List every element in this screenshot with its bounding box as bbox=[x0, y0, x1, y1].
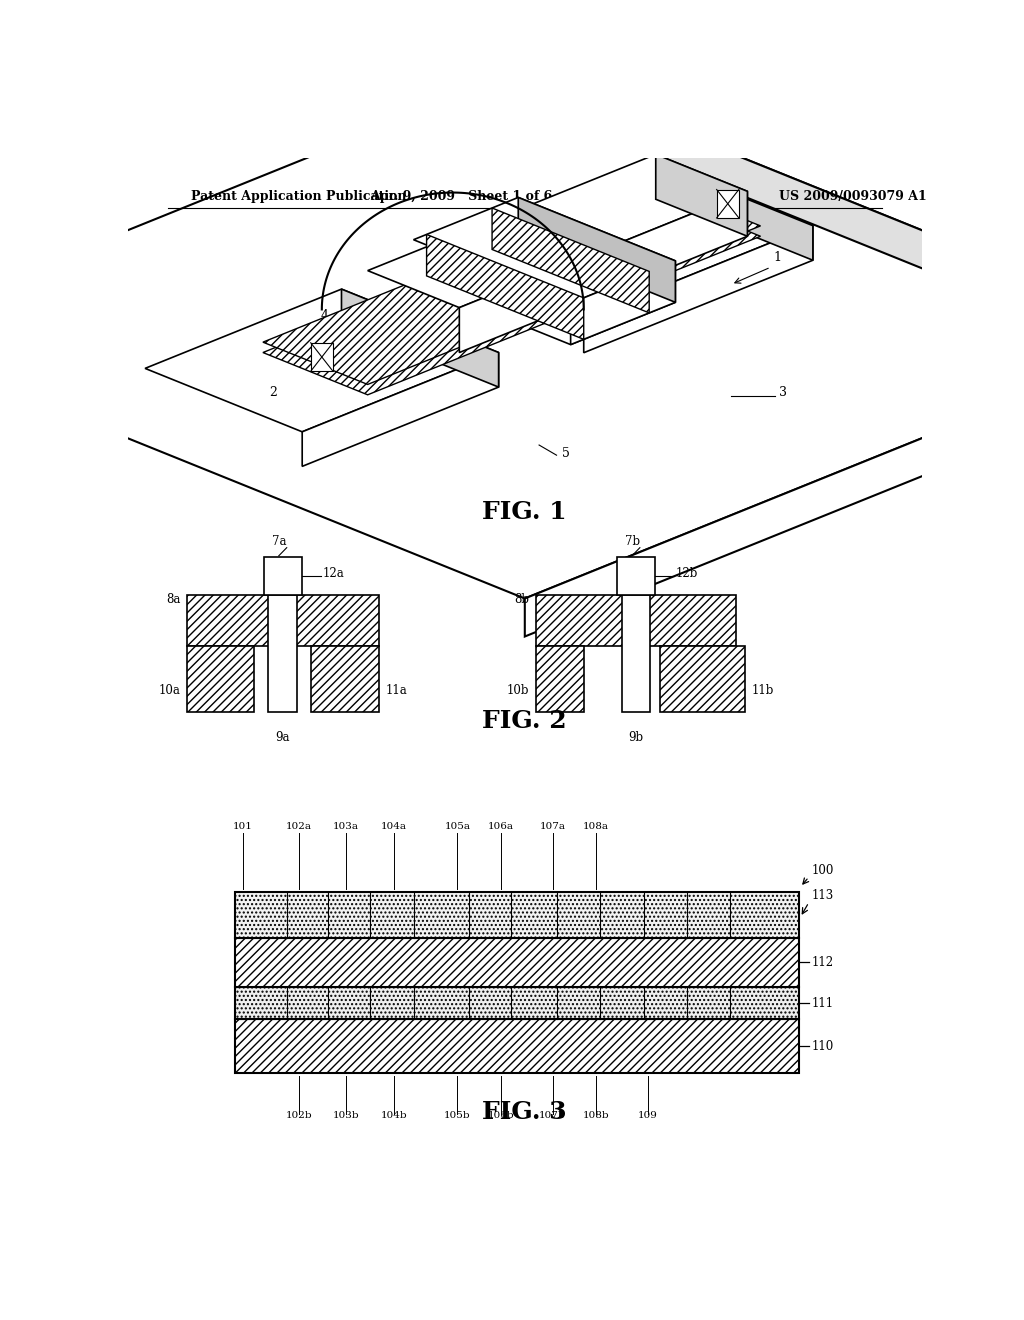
Text: 9b: 9b bbox=[629, 731, 643, 743]
Polygon shape bbox=[512, 154, 748, 249]
Polygon shape bbox=[427, 162, 813, 318]
Polygon shape bbox=[603, 191, 748, 294]
Polygon shape bbox=[524, 70, 1024, 372]
Text: 5: 5 bbox=[562, 447, 570, 461]
Text: 103b: 103b bbox=[333, 1111, 359, 1119]
Polygon shape bbox=[414, 239, 676, 345]
Text: 2: 2 bbox=[269, 387, 278, 399]
Text: FIG. 3: FIG. 3 bbox=[482, 1100, 567, 1123]
Text: 10a: 10a bbox=[159, 684, 180, 697]
Text: 111: 111 bbox=[812, 997, 835, 1010]
Bar bbox=[186, 595, 379, 647]
Polygon shape bbox=[655, 162, 813, 260]
Bar bbox=[310, 343, 333, 371]
Text: 3: 3 bbox=[778, 387, 786, 399]
Bar bbox=[236, 939, 799, 987]
Text: 112: 112 bbox=[812, 956, 835, 969]
Text: 105a: 105a bbox=[444, 822, 470, 832]
Polygon shape bbox=[368, 218, 590, 308]
Text: 1: 1 bbox=[773, 251, 781, 264]
Polygon shape bbox=[414, 198, 676, 304]
Polygon shape bbox=[341, 289, 499, 387]
Bar bbox=[264, 557, 302, 595]
Polygon shape bbox=[493, 209, 649, 313]
Polygon shape bbox=[524, 334, 1024, 636]
Polygon shape bbox=[460, 255, 590, 352]
Text: 11b: 11b bbox=[752, 684, 774, 697]
Text: 12a: 12a bbox=[323, 568, 344, 581]
Text: 106a: 106a bbox=[488, 822, 514, 832]
Text: 104a: 104a bbox=[381, 822, 407, 832]
Text: 108b: 108b bbox=[583, 1111, 609, 1119]
Bar bbox=[236, 987, 799, 1019]
Text: FIG. 2: FIG. 2 bbox=[482, 709, 567, 733]
Text: 106b: 106b bbox=[487, 1111, 514, 1119]
Text: 108a: 108a bbox=[584, 822, 609, 832]
Polygon shape bbox=[655, 154, 748, 236]
Text: 7a: 7a bbox=[272, 535, 287, 548]
Text: 8a: 8a bbox=[166, 593, 180, 606]
Text: 107a: 107a bbox=[540, 822, 565, 832]
Text: 102b: 102b bbox=[286, 1111, 312, 1119]
Bar bbox=[536, 595, 736, 647]
Polygon shape bbox=[263, 263, 564, 384]
Text: 105b: 105b bbox=[444, 1111, 471, 1119]
Bar bbox=[236, 1019, 799, 1073]
Text: 103a: 103a bbox=[333, 822, 359, 832]
Bar bbox=[311, 647, 379, 713]
Text: Apr. 9, 2009   Sheet 1 of 6: Apr. 9, 2009 Sheet 1 of 6 bbox=[371, 190, 552, 202]
Bar bbox=[236, 892, 799, 939]
Text: 11a: 11a bbox=[385, 684, 407, 697]
Polygon shape bbox=[505, 183, 761, 286]
Polygon shape bbox=[505, 194, 761, 297]
Text: 110: 110 bbox=[812, 1040, 835, 1053]
Polygon shape bbox=[145, 289, 499, 432]
Text: 10b: 10b bbox=[507, 684, 529, 697]
Polygon shape bbox=[263, 273, 564, 395]
Polygon shape bbox=[427, 235, 584, 339]
Text: 109: 109 bbox=[638, 1111, 657, 1119]
Text: 100: 100 bbox=[812, 865, 835, 876]
Polygon shape bbox=[570, 261, 676, 345]
Bar bbox=[616, 557, 655, 595]
Text: FIG. 1: FIG. 1 bbox=[482, 500, 567, 524]
Polygon shape bbox=[584, 226, 813, 352]
Text: 6: 6 bbox=[524, 255, 532, 268]
Text: 101: 101 bbox=[233, 822, 253, 832]
Text: US 2009/0093079 A1: US 2009/0093079 A1 bbox=[778, 190, 927, 202]
Bar bbox=[717, 190, 739, 218]
Text: 7b: 7b bbox=[625, 535, 640, 548]
Polygon shape bbox=[499, 218, 590, 300]
Text: 12b: 12b bbox=[676, 568, 698, 581]
Polygon shape bbox=[0, 70, 1024, 598]
Text: Patent Application Publication: Patent Application Publication bbox=[191, 190, 407, 202]
Bar bbox=[622, 595, 650, 713]
Text: 9a: 9a bbox=[275, 731, 290, 743]
Text: 104b: 104b bbox=[381, 1111, 408, 1119]
Bar bbox=[268, 595, 297, 713]
Text: 4: 4 bbox=[321, 309, 329, 322]
Polygon shape bbox=[302, 352, 499, 466]
Text: 113: 113 bbox=[812, 890, 835, 902]
Text: 107b: 107b bbox=[540, 1111, 566, 1119]
Bar bbox=[659, 647, 745, 713]
Bar bbox=[186, 647, 254, 713]
Text: 8b: 8b bbox=[514, 593, 529, 606]
Text: 102a: 102a bbox=[286, 822, 311, 832]
Polygon shape bbox=[518, 198, 676, 302]
Bar bbox=[536, 647, 584, 713]
